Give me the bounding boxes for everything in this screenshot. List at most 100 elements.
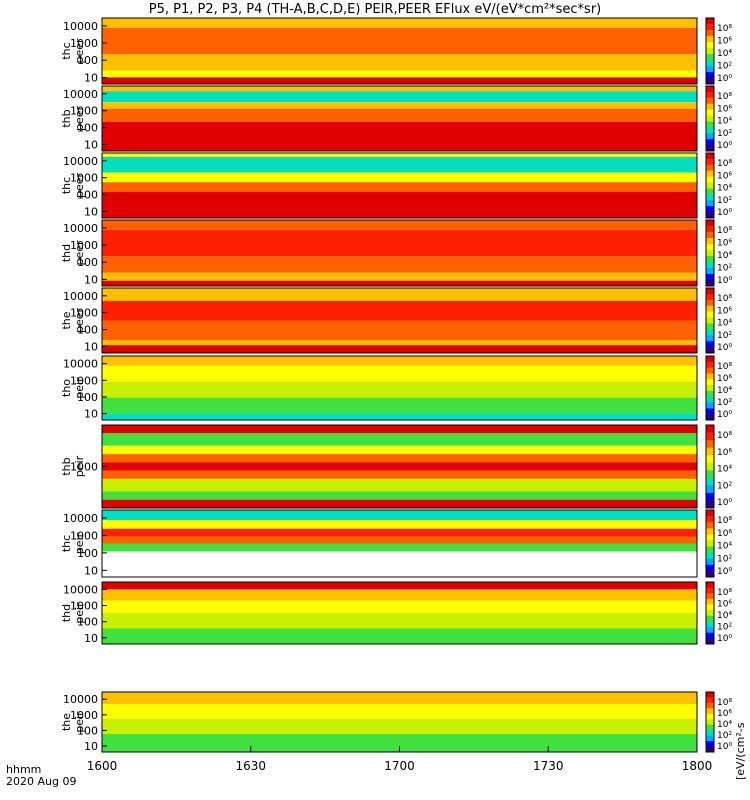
y-tick-label: 1000 (70, 709, 98, 722)
colorbar-tick-label: 10⁸ (717, 226, 732, 236)
colorbar-segment (706, 558, 714, 566)
colorbar-segment (706, 396, 714, 403)
spectrogram-band (102, 719, 697, 734)
spectrogram-band (102, 692, 697, 704)
colorbar-segment (706, 638, 714, 645)
colorbar-tick-label: 10⁴ (717, 465, 732, 475)
colorbar-segment (706, 510, 714, 517)
panel-y-label: thd (60, 244, 73, 262)
colorbar-tick-label: 10⁴ (717, 49, 732, 59)
colorbar-segment (706, 323, 714, 330)
colorbar-segment (706, 702, 714, 709)
y-tick-label: 10 (84, 139, 98, 152)
colorbar-tick-label: 10⁸ (717, 92, 732, 102)
colorbar-segment (706, 91, 714, 99)
y-tick-label: 100 (77, 189, 98, 202)
spectrogram-band (102, 340, 697, 346)
spectrogram-band (102, 280, 697, 286)
colorbar-segment (706, 564, 714, 572)
chart-title: P5, P1, P2, P3, P4 (TH-A,B,C,D,E) PEIR,P… (148, 2, 602, 17)
colorbar-tick-label: 10⁴ (717, 319, 732, 329)
y-tick-label: 10000 (63, 693, 98, 706)
y-tick-label: 1000 (70, 239, 98, 252)
spectrogram-band (102, 628, 697, 644)
colorbar-tick-label: 10⁶ (717, 104, 732, 114)
colorbar-tick-label: 10⁶ (717, 529, 732, 539)
spectrogram-band (102, 528, 697, 537)
spectrogram-band (102, 229, 697, 257)
colorbar-tick-label: 10⁰ (717, 742, 732, 752)
colorbar-tick-label: 10⁰ (717, 343, 732, 353)
y-tick-label: 100 (77, 122, 98, 135)
colorbar-segment (706, 373, 714, 380)
colorbar-segment (706, 485, 714, 494)
spectrogram-band (102, 543, 697, 552)
colorbar-frame (705, 17, 715, 85)
y-tick-label: 100 (77, 324, 98, 337)
spectrogram-band (102, 301, 697, 321)
colorbar-segment (706, 30, 714, 37)
colorbar-segment (706, 361, 714, 369)
colorbar-tick-label: 10⁶ (717, 37, 732, 47)
colorbar-tick-label: 10⁶ (717, 448, 732, 458)
colorbar-segment (706, 447, 714, 456)
colorbar-segment (706, 570, 714, 578)
panel-y-label: peir (73, 532, 86, 554)
colorbar-segment (706, 746, 714, 753)
colorbar-segment (706, 206, 714, 213)
colorbar-segment (706, 66, 714, 73)
panel-y-label: the (60, 311, 73, 329)
y-tick-label: 100 (77, 616, 98, 629)
spectrogram-band (102, 478, 697, 492)
x-tick-label: 1630 (235, 759, 266, 773)
spectrogram-band (102, 536, 697, 544)
colorbar-tick-label: 10⁸ (717, 159, 732, 169)
spectrogram-band (102, 413, 697, 420)
y-tick-label: 10 (84, 740, 98, 753)
colorbar-tick-label: 10⁸ (717, 362, 732, 372)
colorbar-segment (706, 402, 714, 409)
colorbar-tick-label: 10⁰ (717, 498, 732, 508)
colorbar-segment (706, 305, 714, 313)
panel-frame (101, 219, 698, 287)
colorbar-segment (706, 78, 714, 85)
colorbar-segment (706, 293, 714, 301)
spectrogram-band (102, 182, 697, 192)
colorbar-segment (706, 24, 714, 31)
colorbar-segment (706, 492, 714, 501)
spectrogram-band (102, 499, 697, 508)
colorbar-segment (706, 724, 714, 731)
y-tick-label: 10 (84, 71, 98, 84)
y-tick-label: 1000 (70, 529, 98, 542)
y-tick-label: 10000 (63, 155, 98, 168)
spectrogram-band (102, 356, 697, 366)
colorbar-segment (706, 713, 714, 720)
panel-y-label: peer (73, 308, 86, 334)
spectrogram-band (102, 462, 697, 471)
colorbar-tick-label: 10⁸ (717, 294, 732, 304)
colorbar-frame (705, 509, 715, 578)
colorbar-segment (706, 528, 714, 535)
colorbar-segment (706, 735, 714, 742)
colorbar-segment (706, 158, 714, 166)
spectrogram-band (102, 172, 697, 183)
colorbar-segment (706, 593, 714, 600)
colorbar-segment (706, 500, 714, 509)
y-tick-label: 1000 (70, 172, 98, 185)
colorbar-segment (706, 730, 714, 737)
colorbar-segment (706, 329, 714, 336)
colorbar-frame (705, 152, 715, 219)
y-tick-label: 100 (77, 724, 98, 737)
colorbar-segment (706, 697, 714, 704)
colorbar-tick-label: 10⁰ (717, 208, 732, 218)
colorbar-tick-label: 10⁸ (717, 698, 732, 708)
colorbar-segment (706, 153, 714, 160)
colorbar-segment (706, 540, 714, 548)
y-tick-label: 100 (77, 54, 98, 67)
colorbar-segment (706, 627, 714, 634)
colorbar-tick-label: 10⁴ (717, 184, 732, 194)
colorbar-tick-label: 10⁶ (717, 171, 732, 181)
spectrogram-band (102, 220, 697, 230)
y-tick-label: 10000 (63, 88, 98, 101)
colorbar-segment (706, 719, 714, 726)
